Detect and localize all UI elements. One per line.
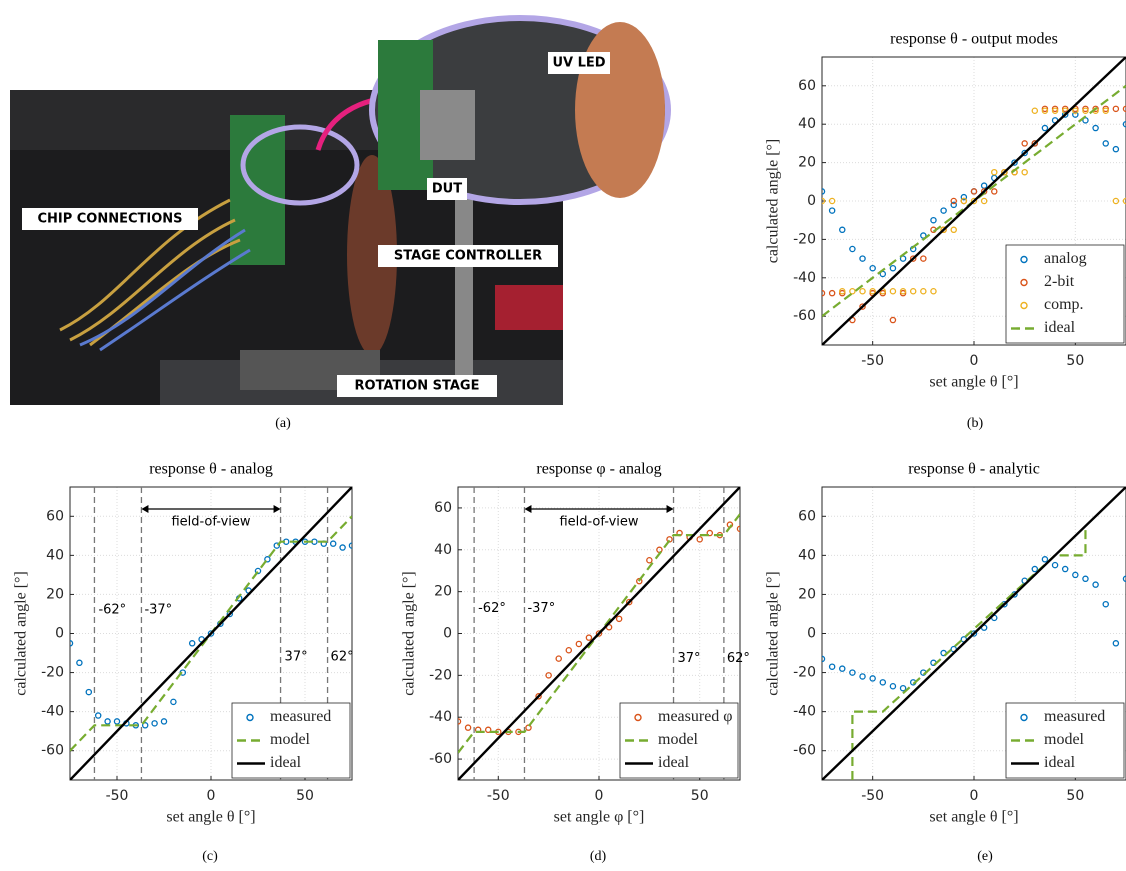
y-tick-label: 40 xyxy=(434,542,452,558)
boundary-label: -37° xyxy=(144,603,172,618)
inset-led xyxy=(575,22,665,198)
x-tick-label: 50 xyxy=(296,788,314,804)
caption: (b) xyxy=(967,416,984,431)
x-axis-label: set angle θ [°] xyxy=(929,809,1018,826)
legend-label: analog xyxy=(1044,250,1087,267)
y-axis-label: calculated angle [°] xyxy=(13,571,30,696)
chart-title: response θ - analog xyxy=(149,461,273,478)
figure: CHIP CONNECTIONS STAGE CONTROLLER ROTATI… xyxy=(0,0,1126,866)
y-tick-label: 60 xyxy=(798,78,816,94)
y-tick-label: -60 xyxy=(41,743,64,759)
photo-label: STAGE CONTROLLER xyxy=(394,249,542,264)
chart-title: response θ - output modes xyxy=(890,31,1058,48)
chart-title: response θ - analytic xyxy=(908,461,1040,478)
y-axis-label: calculated angle [°] xyxy=(765,571,782,696)
x-tick-label: -50 xyxy=(487,788,510,804)
x-tick-label: 0 xyxy=(595,788,604,804)
legend: measured φ model ideal xyxy=(620,703,738,778)
x-tick-label: -50 xyxy=(861,353,884,369)
x-tick-label: 50 xyxy=(1066,788,1084,804)
x-axis-label: set angle θ [°] xyxy=(929,374,1018,391)
y-tick-label: -20 xyxy=(793,665,816,681)
boundary-label: 37° xyxy=(678,651,701,666)
boundary-label: -37° xyxy=(527,601,555,616)
legend-label: ideal xyxy=(270,754,302,771)
photo-label: DUT xyxy=(432,182,462,197)
x-tick-label: -50 xyxy=(106,788,129,804)
chart: -60 -40 -20 0 20 40 60 -50 0 50 response θ - analo… xyxy=(13,461,355,865)
y-tick-label: 20 xyxy=(798,586,816,602)
legend-label: model xyxy=(270,731,311,748)
photo-panel: CHIP CONNECTIONS STAGE CONTROLLER ROTATI… xyxy=(10,18,668,431)
controller xyxy=(495,285,563,330)
legend: analog 2-bit comp. ideal xyxy=(1006,245,1124,343)
boundary-label: 37° xyxy=(285,649,308,664)
y-tick-label: 0 xyxy=(443,626,452,642)
photo-label: UV LED xyxy=(552,56,605,71)
legend-label: 2-bit xyxy=(1044,273,1075,290)
legend: measured model ideal xyxy=(1006,703,1124,778)
y-tick-label: -40 xyxy=(793,270,816,286)
y-tick-label: 20 xyxy=(46,586,64,602)
chart: -60 -40 -20 0 20 40 60 -50 0 50 response θ - analy… xyxy=(765,461,1126,865)
y-tick-label: -60 xyxy=(793,743,816,759)
boundary-label: -62° xyxy=(98,603,126,618)
y-tick-label: 60 xyxy=(434,500,452,516)
x-tick-label: -50 xyxy=(861,788,884,804)
legend-label: measured φ xyxy=(658,708,733,725)
y-tick-label: -40 xyxy=(793,704,816,720)
y-tick-label: 20 xyxy=(798,155,816,171)
x-tick-label: 50 xyxy=(691,788,709,804)
legend-label: ideal xyxy=(658,754,690,771)
x-axis-label: set angle φ [°] xyxy=(554,809,645,826)
boundary-label: -62° xyxy=(478,601,506,616)
y-tick-label: 0 xyxy=(55,626,64,642)
legend-label: model xyxy=(1044,731,1085,748)
y-tick-label: 40 xyxy=(46,547,64,563)
legend-label: model xyxy=(658,731,699,748)
y-tick-label: -40 xyxy=(41,704,64,720)
boundary-label: 62° xyxy=(331,649,354,664)
legend-label: measured xyxy=(1044,708,1105,725)
y-tick-label: 40 xyxy=(798,547,816,563)
y-tick-label: -40 xyxy=(429,709,452,725)
boundary-label: 62° xyxy=(727,651,750,666)
x-tick-label: 50 xyxy=(1066,353,1084,369)
legend-label: measured xyxy=(270,708,331,725)
y-tick-label: -20 xyxy=(429,667,452,683)
photo-label: CHIP CONNECTIONS xyxy=(37,212,182,227)
y-axis-label: calculated angle [°] xyxy=(401,571,418,696)
y-tick-label: 60 xyxy=(46,508,64,524)
caption: (d) xyxy=(590,849,607,864)
y-tick-label: -60 xyxy=(793,308,816,324)
y-tick-label: -20 xyxy=(41,665,64,681)
caption: (a) xyxy=(275,416,291,431)
chart: -60 -40 -20 0 20 40 60 -50 0 50 response θ - outpu… xyxy=(765,31,1126,432)
y-tick-label: 60 xyxy=(798,508,816,524)
post xyxy=(455,190,473,380)
y-axis-label: calculated angle [°] xyxy=(765,139,782,264)
y-tick-label: 0 xyxy=(807,626,816,642)
legend-label: comp. xyxy=(1044,296,1084,313)
y-tick-label: 0 xyxy=(807,193,816,209)
legend-label: ideal xyxy=(1044,319,1076,336)
inset-chip xyxy=(420,90,475,160)
x-tick-label: 0 xyxy=(970,788,979,804)
photo-label: ROTATION STAGE xyxy=(355,379,480,394)
caption: (e) xyxy=(977,849,993,864)
chart-title: response φ - analog xyxy=(536,461,661,478)
fov-label: field-of-view xyxy=(171,515,250,530)
x-axis-label: set angle θ [°] xyxy=(166,809,255,826)
legend-label: ideal xyxy=(1044,754,1076,771)
y-tick-label: 20 xyxy=(434,584,452,600)
caption: (c) xyxy=(202,849,218,864)
x-tick-label: 0 xyxy=(207,788,216,804)
legend: measured model ideal xyxy=(232,703,350,778)
chart: -60 -40 -20 0 20 40 60 -50 0 50 response φ - analo… xyxy=(401,461,750,865)
y-tick-label: 40 xyxy=(798,116,816,132)
y-tick-label: -60 xyxy=(429,751,452,767)
y-tick-label: -20 xyxy=(793,231,816,247)
x-tick-label: 0 xyxy=(970,353,979,369)
fov-label: field-of-view xyxy=(559,515,638,530)
